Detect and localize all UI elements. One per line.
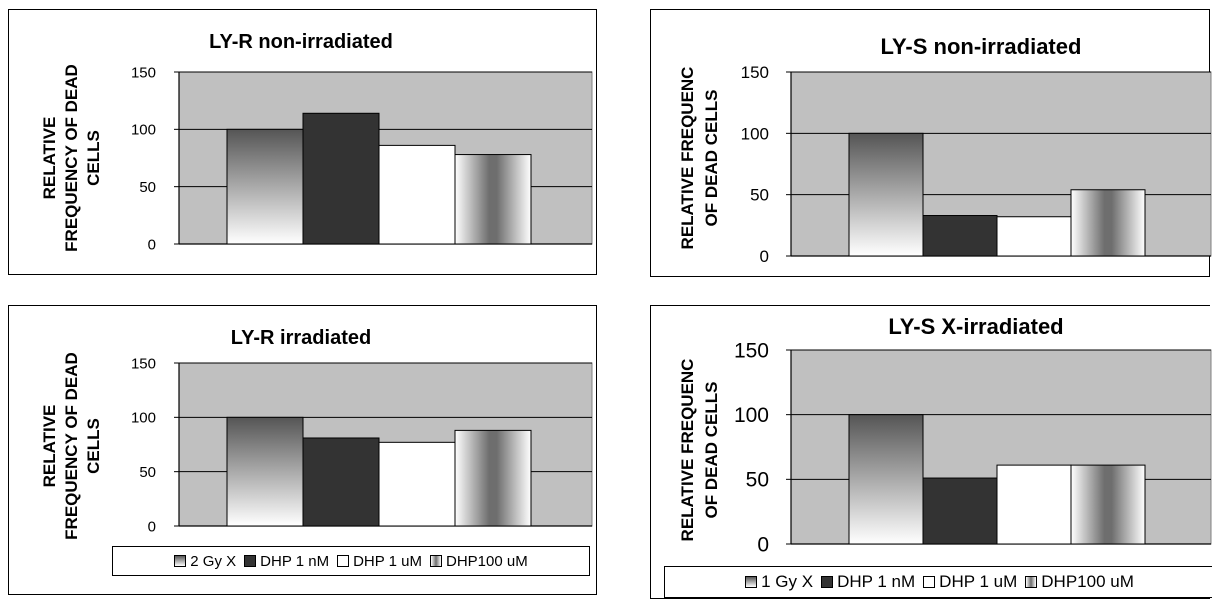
legend-swatch [745,576,758,588]
y-axis-label-line: RELATIVE [40,405,59,488]
y-tick-label: 0 [148,518,156,535]
legend-swatch [174,555,187,567]
bar-1-gy-x [848,132,924,257]
bar-2-gy-x [226,416,304,527]
bar-dhp-1-um [996,216,1072,257]
legend-swatch [821,576,834,588]
y-axis-label-line: RELATIVE FREQUENC [678,359,697,542]
y-axis-label-line: FREQUENCY OF DEAD [62,64,81,252]
chart-legend: 2 Gy X DHP 1 nM DHP 1 uM DHP100 uM [112,546,590,576]
legend-swatch [244,555,257,567]
legend-label: DHP 1 nM [260,552,330,570]
chart-svg-ly-r-irradiated: LY-R irradiated RELATIVE FREQUENCY OF DEAD… [40,327,593,540]
y-tick-label: 150 [131,64,156,81]
legend-swatch [337,555,350,567]
y-tick-label: 0 [760,247,769,266]
bar-dhp100-um [454,429,532,527]
y-axis-label-line: CELLS [84,418,103,474]
bar-dhp100-um [454,154,532,245]
chart-title: LY-R irradiated [231,327,371,349]
bar-dhp-1-um [378,144,456,245]
legend-item-dhp100-um: DHP100 uM [430,553,528,570]
y-axis-label: RELATIVE FREQUENCY OF DEAD CELLS [40,64,103,252]
legend-label: DHP100 uM [446,552,528,570]
y-tick-label: 100 [131,122,156,139]
y-tick-label: 150 [131,355,156,372]
chart-svg-ly-r-non-irradiated: LY-R non-irradiated RELATIVE FREQUENCY OF … [40,31,593,253]
legend-item-dhp-1-nm: DHP 1 nM [821,572,915,592]
y-tick-label: 50 [750,186,769,205]
y-tick-label: 150 [734,339,769,362]
chart-panel-ly-r-irradiated: LY-R irradiated RELATIVE FREQUENCY OF DEAD… [8,305,597,595]
bar-2-gy-x [226,128,304,245]
bar-1-gy-x [848,414,924,545]
legend-swatch [1025,576,1038,588]
y-axis-label: RELATIVE FREQUENC OF DEAD CELLS [678,359,721,542]
bar-dhp100-um [1070,464,1146,545]
y-axis-label-line: CELLS [84,130,103,186]
bar-dhp-1-um [996,464,1072,545]
legend-item-dhp-1-um: DHP 1 uM [337,553,422,570]
y-axis-label-line: OF DEAD CELLS [702,382,721,519]
y-axis-label-line: RELATIVE [40,117,59,200]
legend-label: 2 Gy X [190,552,237,570]
legend-label: DHP 1 uM [353,552,422,570]
bar-dhp-1-nm [922,215,998,257]
chart-title: LY-R non-irradiated [209,31,393,53]
y-axis-label: RELATIVE FREQUENC OF DEAD CELLS [678,67,721,250]
legend-label: DHP100 uM [1041,572,1134,591]
y-tick-label: 100 [741,124,769,143]
legend-item-dhp-1-nm: DHP 1 nM [244,553,329,570]
y-tick-label: 100 [131,410,156,427]
bar-dhp-1-um [378,441,456,527]
chart-title: LY-S X-irradiated [888,314,1063,339]
bar-dhp-1-nm [302,112,380,245]
y-tick-label: 0 [757,533,769,556]
chart-panel-ly-r-non-irradiated: LY-R non-irradiated RELATIVE FREQUENCY OF … [8,9,597,275]
legend-label: DHP 1 nM [837,572,916,591]
legend-item-2-gy-x: 2 Gy X [174,553,236,570]
legend-label: 1 Gy X [761,572,814,591]
y-tick-label: 50 [746,469,769,492]
chart-legend: 1 Gy X DHP 1 nM DHP 1 uM DHP100 uM [664,566,1212,598]
legend-label: DHP 1 uM [939,572,1018,591]
y-tick-label: 50 [139,179,156,196]
y-tick-label: 150 [741,63,769,82]
chart-svg-ly-s-non-irradiated: LY-S non-irradiated RELATIVE FREQUENC OF D… [678,34,1212,266]
legend-item-1-gy-x: 1 Gy X [745,572,813,592]
chart-title: LY-S non-irradiated [881,34,1082,59]
y-axis-label-line: FREQUENCY OF DEAD [62,352,81,540]
legend-swatch [923,576,936,588]
bar-dhp-1-nm [302,437,380,527]
bar-dhp-1-nm [922,477,998,545]
chart-panel-ly-s-x-irradiated: LY-S X-irradiated RELATIVE FREQUENC OF DEA… [650,305,1212,599]
bar-dhp100-um [1070,189,1146,257]
legend-item-dhp100-um: DHP100 uM [1025,572,1134,592]
chart-panel-ly-s-non-irradiated: LY-S non-irradiated RELATIVE FREQUENC OF D… [650,9,1212,277]
y-tick-label: 100 [734,404,769,427]
y-tick-label: 50 [139,464,156,481]
y-axis-label: RELATIVE FREQUENCY OF DEAD CELLS [40,352,103,540]
chart-svg-ly-s-x-irradiated: LY-S X-irradiated RELATIVE FREQUENC OF DEA… [678,314,1212,556]
legend-item-dhp-1-um: DHP 1 uM [923,572,1017,592]
y-axis-label-line: RELATIVE FREQUENC [678,67,697,250]
legend-swatch [430,555,442,567]
y-axis-label-line: OF DEAD CELLS [702,90,721,227]
y-tick-label: 0 [148,236,156,253]
